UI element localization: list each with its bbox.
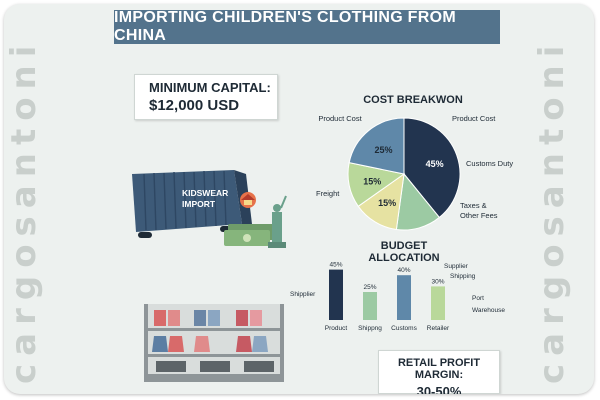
- pie-slice-label: Product Cost: [452, 114, 496, 123]
- bar-category-label: Customs: [391, 325, 417, 332]
- page-title: IMPORTING CHILDREN'S CLOTHING FROM CHINA: [114, 9, 456, 44]
- budget-allocation-bar-chart: 45% Product 25% Shippng 40% Customs 30% Retaile…: [290, 262, 505, 332]
- pie-slice-label: Customs Duty: [466, 159, 513, 168]
- bar-value-label: 25%: [363, 284, 376, 291]
- bar-category-label: Retailer: [427, 325, 450, 332]
- pie-slice-value-label: 45%: [426, 159, 444, 169]
- bar-category-label: Product: [325, 325, 348, 332]
- minimum-capital-label: MINIMUM CAPITAL:: [149, 80, 271, 95]
- bar-customs: [397, 275, 411, 320]
- container-label-line2: IMPORT: [182, 199, 216, 209]
- clothing-shelf-illustration: [144, 304, 284, 382]
- shipping-container-icon: [132, 170, 252, 238]
- bar-annotation: Shipplier: [290, 291, 316, 298]
- minimum-capital-value: $12,000 USD: [149, 97, 240, 114]
- retail-margin-value: 30-50%: [416, 384, 462, 394]
- title-banner: IMPORTING CHILDREN'S CLOTHING FROM CHINA: [114, 9, 500, 44]
- watermark-left: cargosantoni: [4, 37, 44, 384]
- bar-product: [329, 269, 343, 320]
- cash-stack-icon: [224, 224, 274, 246]
- pie-slice-value-label: 15%: [378, 198, 396, 208]
- bar-retailer: [431, 286, 445, 320]
- bar-value-label: 30%: [431, 278, 444, 285]
- bar-category-label: Shippng: [358, 325, 382, 332]
- bar-annotation: Warehouse: [472, 307, 505, 314]
- pie-slice-label: Product Cost: [318, 114, 362, 123]
- minimum-capital-box: MINIMUM CAPITAL: $12,000 USD: [134, 74, 278, 120]
- pie-slice: [348, 117, 405, 175]
- pie-slice-label: Taxes &: [460, 201, 487, 210]
- shipping-container-illustration: KIDSWEAR IMPORT: [132, 170, 287, 248]
- retail-profit-margin-box: RETAIL PROFIT MARGIN: 30-50%: [378, 350, 500, 394]
- cost-breakdown-pie-chart: 45% Product Cost Product Cost 15% Customs Du…: [316, 114, 513, 231]
- bar-annotation: Port: [472, 295, 484, 302]
- watermark-right: cargosantoni: [532, 37, 572, 384]
- statue-of-liberty-icon: [268, 195, 287, 248]
- bar-annotation: Shipping: [450, 273, 476, 280]
- pagoda-icon: [240, 192, 256, 208]
- bar-value-label: 40%: [397, 267, 410, 274]
- pie-slice-value-label: 25%: [374, 145, 392, 155]
- bar-chart-title: BUDGET ALLOCATION: [368, 240, 440, 264]
- pie-chart-title: COST BREAKWON: [363, 94, 463, 106]
- pie-slice-label: Freight: [316, 189, 340, 198]
- bar-shippng: [363, 292, 377, 320]
- dress-icon: [152, 336, 268, 352]
- retail-margin-label: RETAIL PROFIT MARGIN:: [397, 357, 481, 381]
- shirt-icon: [154, 310, 262, 326]
- bar-value-label: 45%: [329, 262, 342, 269]
- pie-slice: [403, 117, 461, 219]
- bar-annotation: Supplier: [444, 263, 469, 270]
- container-label-line1: KIDSWEAR: [182, 188, 228, 198]
- pie-slice-label: Other Fees: [460, 211, 498, 220]
- pie-slice-value-label: 15%: [363, 177, 381, 187]
- infographic-card: cargosantoni cargosantoni IMPORTING CHIL…: [4, 4, 594, 394]
